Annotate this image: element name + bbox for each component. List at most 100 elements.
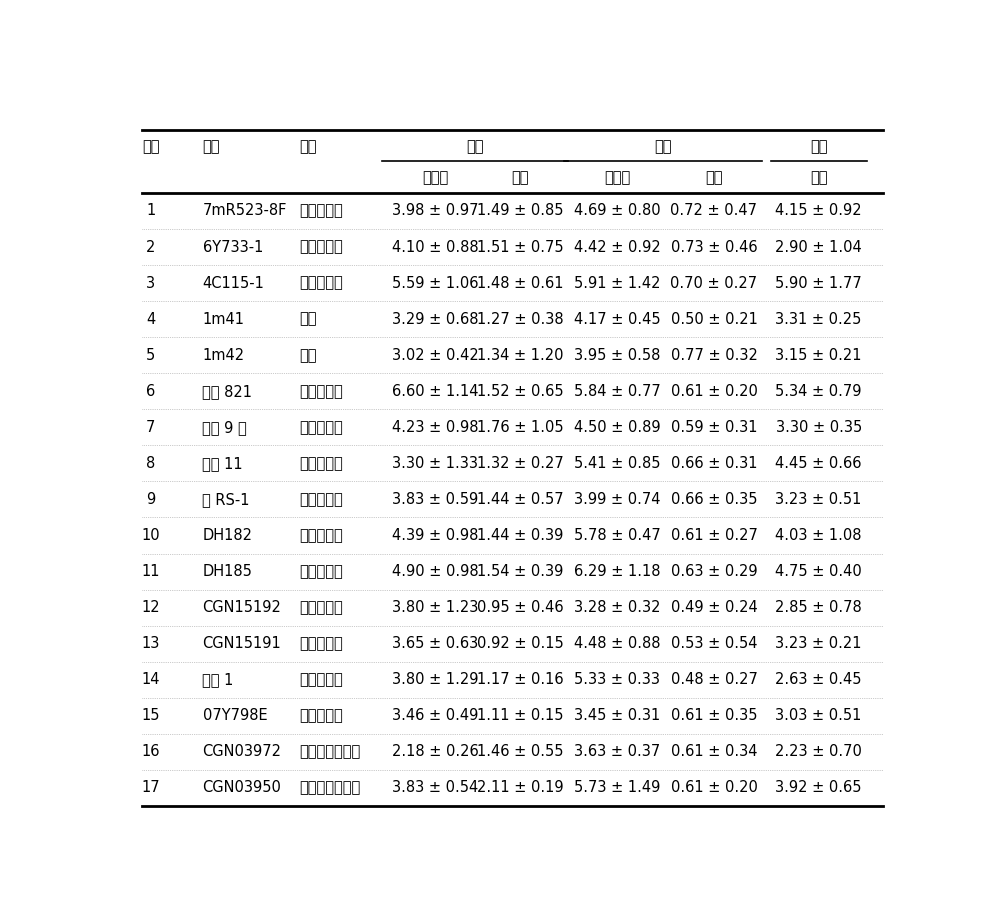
Text: 3.31 ± 0.25: 3.31 ± 0.25: [775, 312, 862, 327]
Text: 0.72 ± 0.47: 0.72 ± 0.47: [670, 203, 758, 219]
Text: 直径: 直径: [512, 170, 529, 186]
Text: 编号: 编号: [142, 139, 159, 154]
Text: 3.92 ± 0.65: 3.92 ± 0.65: [775, 780, 862, 795]
Text: 4: 4: [146, 312, 155, 327]
Text: 甘蓝: 甘蓝: [299, 312, 317, 327]
Text: 1.11 ± 0.15: 1.11 ± 0.15: [477, 708, 564, 723]
Text: 3: 3: [146, 275, 155, 291]
Text: 3.29 ± 0.68: 3.29 ± 0.68: [392, 312, 478, 327]
Text: 4.48 ± 0.88: 4.48 ± 0.88: [574, 636, 660, 651]
Text: 1m41: 1m41: [202, 312, 244, 327]
Text: 4.90 ± 0.98: 4.90 ± 0.98: [392, 564, 478, 579]
Text: 菌斑长: 菌斑长: [422, 170, 448, 186]
Text: 17: 17: [141, 780, 160, 795]
Text: 4.50 ± 0.89: 4.50 ± 0.89: [574, 420, 660, 435]
Text: 0.61 ± 0.20: 0.61 ± 0.20: [671, 383, 757, 399]
Text: 4.10 ± 0.88: 4.10 ± 0.88: [392, 240, 478, 254]
Text: 1: 1: [146, 203, 155, 219]
Text: 9: 9: [146, 492, 155, 507]
Text: 甘蓝型油菜: 甘蓝型油菜: [299, 456, 343, 471]
Text: 1.44 ± 0.39: 1.44 ± 0.39: [477, 528, 563, 543]
Text: 埃塞俣比亚芥菜: 埃塞俣比亚芥菜: [299, 744, 361, 759]
Text: 0.61 ± 0.27: 0.61 ± 0.27: [671, 528, 757, 543]
Text: 1.48 ± 0.61: 1.48 ± 0.61: [477, 275, 564, 291]
Text: 16: 16: [141, 744, 160, 759]
Text: 埃塞俣比亚芥菜: 埃塞俣比亚芥菜: [299, 780, 361, 795]
Text: 黄油 1: 黄油 1: [202, 673, 234, 687]
Text: 0.48 ± 0.27: 0.48 ± 0.27: [671, 673, 757, 687]
Text: 3.30 ± 0.35: 3.30 ± 0.35: [776, 420, 862, 435]
Text: 0.77 ± 0.32: 0.77 ± 0.32: [671, 348, 757, 362]
Text: 2.18 ± 0.26: 2.18 ± 0.26: [392, 744, 478, 759]
Text: CGN03972: CGN03972: [202, 744, 282, 759]
Text: 1.46 ± 0.55: 1.46 ± 0.55: [477, 744, 564, 759]
Text: 3.80 ± 1.29: 3.80 ± 1.29: [392, 673, 478, 687]
Text: 0.70 ± 0.27: 0.70 ± 0.27: [670, 275, 758, 291]
Text: 5.41 ± 0.85: 5.41 ± 0.85: [574, 456, 660, 471]
Text: 甘蓝型油菜: 甘蓝型油菜: [299, 564, 343, 579]
Text: 直径: 直径: [705, 170, 723, 186]
Text: 5.91 ± 1.42: 5.91 ± 1.42: [574, 275, 660, 291]
Text: 3.30 ± 1.33: 3.30 ± 1.33: [392, 456, 478, 471]
Text: 1.27 ± 0.38: 1.27 ± 0.38: [477, 312, 564, 327]
Text: 物种: 物种: [299, 139, 317, 154]
Text: 0.50 ± 0.21: 0.50 ± 0.21: [671, 312, 757, 327]
Text: 14: 14: [141, 673, 160, 687]
Text: 0.49 ± 0.24: 0.49 ± 0.24: [671, 600, 757, 615]
Text: 4.23 ± 0.98: 4.23 ± 0.98: [392, 420, 478, 435]
Text: 甘蓝型油菜: 甘蓝型油菜: [299, 528, 343, 543]
Text: 1.32 ± 0.27: 1.32 ± 0.27: [477, 456, 564, 471]
Text: 白菜型油菜: 白菜型油菜: [299, 275, 343, 291]
Text: 4.75 ± 0.40: 4.75 ± 0.40: [775, 564, 862, 579]
Text: 芥菜型油菜: 芥菜型油菜: [299, 636, 343, 651]
Text: 中双 11: 中双 11: [202, 456, 243, 471]
Text: 0.61 ± 0.34: 0.61 ± 0.34: [671, 744, 757, 759]
Text: 13: 13: [141, 636, 160, 651]
Text: 3.63 ± 0.37: 3.63 ± 0.37: [574, 744, 660, 759]
Text: 7mR523-8F: 7mR523-8F: [202, 203, 287, 219]
Text: 甘蓝型油菜: 甘蓝型油菜: [299, 383, 343, 399]
Text: 分段: 分段: [810, 139, 827, 154]
Text: DH185: DH185: [202, 564, 252, 579]
Text: 12: 12: [141, 600, 160, 615]
Text: 1.17 ± 0.16: 1.17 ± 0.16: [477, 673, 564, 687]
Text: 11: 11: [141, 564, 160, 579]
Text: 8: 8: [146, 456, 155, 471]
Text: CGN15192: CGN15192: [202, 600, 281, 615]
Text: 中油 821: 中油 821: [202, 383, 252, 399]
Text: 5.34 ± 0.79: 5.34 ± 0.79: [775, 383, 862, 399]
Text: 3.45 ± 0.31: 3.45 ± 0.31: [574, 708, 660, 723]
Text: 4.15 ± 0.92: 4.15 ± 0.92: [775, 203, 862, 219]
Text: 4.69 ± 0.80: 4.69 ± 0.80: [574, 203, 660, 219]
Text: 3.46 ± 0.49: 3.46 ± 0.49: [392, 708, 478, 723]
Text: 3.15 ± 0.21: 3.15 ± 0.21: [775, 348, 862, 362]
Text: 甘蓝: 甘蓝: [299, 348, 317, 362]
Text: 1.52 ± 0.65: 1.52 ± 0.65: [477, 383, 564, 399]
Text: 4.39 ± 0.98: 4.39 ± 0.98: [392, 528, 478, 543]
Text: 1.51 ± 0.75: 1.51 ± 0.75: [477, 240, 564, 254]
Text: 甘蓝型油菜: 甘蓝型油菜: [299, 420, 343, 435]
Text: 0.73 ± 0.46: 0.73 ± 0.46: [671, 240, 757, 254]
Text: 0.92 ± 0.15: 0.92 ± 0.15: [477, 636, 564, 651]
Text: 主茎: 主茎: [467, 139, 484, 154]
Text: 5.90 ± 1.77: 5.90 ± 1.77: [775, 275, 862, 291]
Text: 2.85 ± 0.78: 2.85 ± 0.78: [775, 600, 862, 615]
Text: 宁 RS-1: 宁 RS-1: [202, 492, 250, 507]
Text: 2.23 ± 0.70: 2.23 ± 0.70: [775, 744, 862, 759]
Text: 3.28 ± 0.32: 3.28 ± 0.32: [574, 600, 660, 615]
Text: 0.95 ± 0.46: 0.95 ± 0.46: [477, 600, 564, 615]
Text: 5.59 ± 1.06: 5.59 ± 1.06: [392, 275, 478, 291]
Text: 2.63 ± 0.45: 2.63 ± 0.45: [775, 673, 862, 687]
Text: 材料: 材料: [202, 139, 220, 154]
Text: 0.66 ± 0.35: 0.66 ± 0.35: [671, 492, 757, 507]
Text: 5.78 ± 0.47: 5.78 ± 0.47: [574, 528, 660, 543]
Text: 3.23 ± 0.21: 3.23 ± 0.21: [775, 636, 862, 651]
Text: 6Y733-1: 6Y733-1: [202, 240, 263, 254]
Text: 5.33 ± 0.33: 5.33 ± 0.33: [574, 673, 660, 687]
Text: CGN03950: CGN03950: [202, 780, 281, 795]
Text: 6.60 ± 1.14: 6.60 ± 1.14: [392, 383, 478, 399]
Text: 0.61 ± 0.35: 0.61 ± 0.35: [671, 708, 757, 723]
Text: 3.83 ± 0.59: 3.83 ± 0.59: [392, 492, 478, 507]
Text: 3.95 ± 0.58: 3.95 ± 0.58: [574, 348, 660, 362]
Text: 菌斑长: 菌斑长: [604, 170, 630, 186]
